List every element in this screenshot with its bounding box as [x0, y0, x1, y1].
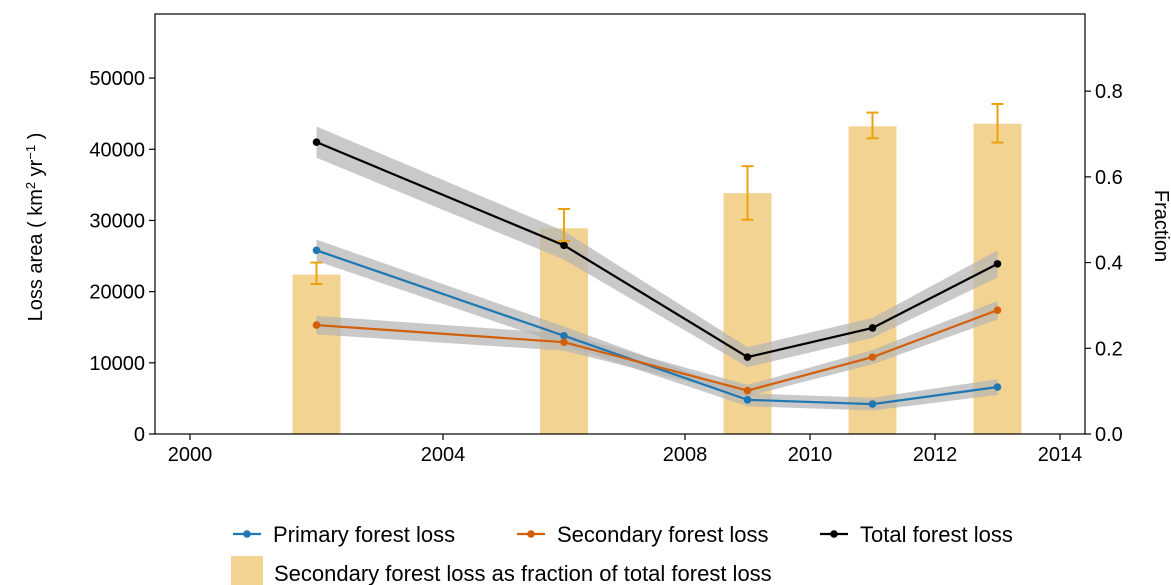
legend-label: Secondary forest loss as fraction of tot… [274, 561, 772, 585]
legend-item: Secondary forest loss [517, 522, 769, 547]
legend-point-swatch [830, 530, 838, 538]
data-point [743, 353, 752, 361]
x-tick-label: 2014 [1038, 444, 1083, 466]
data-point [312, 246, 321, 255]
confidence-band [316, 239, 998, 411]
errorbars-layer [310, 103, 1004, 285]
legend-item: Total forest loss [820, 522, 1013, 547]
y-left-tick-label: 20000 [89, 282, 145, 304]
legend-label: Primary forest loss [273, 522, 455, 547]
x-tick-label: 2004 [421, 444, 466, 466]
plot-frame [154, 13, 1086, 435]
legend-item: Secondary forest loss as fraction of tot… [231, 556, 772, 585]
axes-layer: 0 10000 20000 30000 40000 50000 0.0 0.2 0.4 0.6 0.… [23, 13, 1171, 466]
confidence-band [316, 300, 998, 397]
y-right-tick-label: 0.6 [1095, 167, 1123, 189]
data-point [868, 353, 877, 361]
data-point [868, 324, 877, 332]
legend: Primary forest loss Secondary forest loss… [231, 522, 1013, 585]
y-left-axis-label: Loss area ( km2 yr−1 ) [23, 133, 48, 322]
y-right-tick-label: 0.0 [1095, 424, 1123, 446]
legend-bar-swatch [231, 556, 263, 585]
y-right-tick-label: 0.4 [1095, 253, 1123, 275]
data-point [993, 260, 1002, 268]
lines-layer [312, 138, 1002, 408]
y-left-tick-label: 30000 [89, 210, 145, 232]
y-right-axis-label: Fraction [1150, 190, 1171, 262]
y-right-tick-label: 0.2 [1095, 338, 1123, 360]
x-tick-label: 2010 [788, 444, 833, 466]
data-point [743, 386, 752, 395]
legend-item: Primary forest loss [233, 522, 455, 547]
bands-layer [316, 126, 998, 411]
y-right-tick-label: 0.8 [1095, 81, 1123, 103]
legend-point-swatch [527, 530, 535, 538]
x-tick-label: 2008 [663, 444, 708, 466]
data-point [560, 338, 568, 346]
legend-label: Total forest loss [860, 522, 1013, 547]
legend-label: Secondary forest loss [557, 522, 769, 547]
data-point [560, 331, 568, 340]
data-point [993, 306, 1002, 314]
x-tick-label: 2000 [168, 444, 213, 466]
data-point [743, 396, 752, 404]
x-tick-label: 2012 [913, 444, 958, 466]
data-point [868, 400, 877, 408]
data-point [993, 383, 1002, 391]
y-left-tick-label: 10000 [89, 353, 145, 375]
fraction-bar [848, 126, 897, 435]
data-point [312, 321, 321, 329]
data-point [312, 138, 321, 146]
y-left-tick-label: 50000 [89, 68, 145, 90]
fraction-bar [292, 274, 341, 434]
y-left-tick-label: 0 [134, 424, 145, 446]
legend-point-swatch [243, 530, 251, 538]
data-point [560, 241, 568, 250]
y-left-tick-label: 40000 [89, 139, 145, 161]
